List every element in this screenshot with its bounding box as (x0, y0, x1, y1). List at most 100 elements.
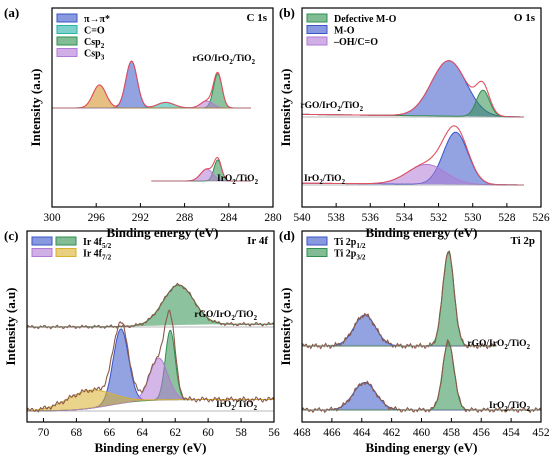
text-part: Ir 4f (83, 249, 103, 260)
legend-swatch (306, 248, 328, 257)
panel-d: 468 466 464 462 460 458 456 454 452 Binding energ… (278, 228, 550, 455)
text-part: IrO (489, 401, 504, 411)
x-tick-label: 56 (268, 427, 280, 439)
text-part: rGO/IrO (467, 339, 504, 349)
subscript: 3/2 (356, 254, 366, 262)
peak-fill (302, 341, 541, 410)
x-tick-label: 462 (383, 427, 401, 439)
peak-fill (52, 73, 251, 108)
subscript: 2 (337, 106, 341, 113)
text-part: /TiO (507, 339, 527, 349)
legend-entry: Ir 4f7/2 (83, 249, 112, 262)
envelope-curve (302, 125, 524, 186)
x-tick-label: 460 (413, 427, 431, 439)
legend-swatch (306, 236, 328, 246)
text-part: /TiO (507, 401, 527, 411)
peak-component (302, 341, 541, 411)
subscript: 2 (101, 42, 105, 50)
element-label: C 1s (247, 12, 268, 24)
sample-label: IrO2/TiO2 (304, 174, 346, 186)
legend-swatch (306, 25, 328, 34)
x-tick-label: 526 (532, 212, 550, 224)
legend-entry: Csp2 (84, 37, 105, 50)
plot-frame (301, 230, 542, 423)
subscript: 2 (504, 406, 508, 413)
element-label: Ir 4f (247, 235, 268, 247)
subscript: 2 (232, 179, 236, 186)
subscript: 5/2 (102, 242, 112, 250)
legend-swatch (31, 236, 53, 246)
x-tick-label: 538 (328, 212, 346, 224)
text-part: IrO (216, 400, 231, 410)
x-axis-label: Binding energy (eV) (366, 225, 478, 240)
subscript: 2 (255, 179, 259, 186)
subscript: 2 (342, 179, 346, 186)
legend-entry: Ir 4f5/2 (83, 237, 112, 250)
x-tick-label: 454 (503, 427, 521, 439)
peak-fill (302, 164, 524, 185)
subscript: 2 (527, 406, 531, 413)
x-axis-label: Binding energy (eV) (107, 225, 219, 240)
legend-swatch (56, 13, 78, 23)
text-part: rGO/IrO (194, 310, 231, 320)
peak-fill (27, 390, 274, 411)
y-axis-label: Intensity (a.u) (278, 68, 293, 146)
peak-fill (52, 101, 251, 108)
x-tick-label: 532 (430, 212, 448, 224)
peak-fill (27, 358, 274, 411)
envelope-curve (52, 60, 251, 109)
text-part: rGO/IrO (192, 54, 229, 64)
subscript: 2 (229, 59, 233, 66)
x-tick-label: 288 (176, 212, 194, 224)
legend-entry: Csp3 (84, 49, 105, 62)
legend-swatch (56, 48, 78, 57)
text-part: Ir 4f (83, 237, 103, 248)
peak-fill (52, 84, 251, 108)
sample-label: IrO2/TiO2 (217, 174, 259, 186)
panel-letter: (c) (4, 228, 18, 243)
text-part: /TiO (232, 54, 252, 64)
peak-fill (302, 315, 497, 346)
legend-entry: –OH/C=O (333, 37, 378, 48)
panel-c: 70 68 66 64 62 60 58 56 Binding energy (eV) Inten… (3, 228, 280, 455)
subscript: 2 (319, 179, 323, 186)
envelope-curve (301, 250, 497, 350)
x-tick-label: 456 (473, 427, 491, 439)
sample-label: rGO/IrO2/TiO2 (300, 101, 363, 113)
subscript: 2 (504, 344, 508, 351)
x-tick-label: 62 (169, 427, 181, 439)
x-tick-label: 58 (235, 427, 247, 439)
x-tick-label: 528 (498, 212, 516, 224)
plot-frame (26, 230, 275, 423)
y-axis-label: Intensity (a.u) (278, 287, 293, 365)
text-part: C=O (84, 26, 105, 37)
subscript: 2 (254, 405, 258, 412)
text-part: IrO (304, 174, 319, 184)
legend-swatch (306, 13, 328, 23)
legend-entry: π→π* (84, 14, 110, 25)
text-part: /TiO (235, 174, 255, 184)
subscript: 2 (252, 59, 256, 66)
text-part: M-O (334, 26, 355, 37)
text-part: /TiO (234, 310, 254, 320)
subscript: 1/2 (356, 242, 366, 250)
peak-fill (302, 382, 541, 410)
subscript: 2 (360, 106, 364, 113)
y-axis-label: Intensity (a.u) (28, 68, 43, 146)
text-part: IrO (217, 174, 232, 184)
x-tick-label: 464 (353, 427, 371, 439)
legend-swatch (55, 248, 77, 257)
legend-swatch (56, 25, 78, 34)
subscript: 2 (231, 405, 235, 412)
x-tick-label: 66 (104, 427, 116, 439)
legend-entry: C=O (84, 26, 105, 37)
text-part: /TiO (322, 174, 342, 184)
subscript: 2 (254, 315, 258, 322)
x-tick-label: 60 (202, 427, 214, 439)
text-part: rGO/IrO (300, 101, 337, 111)
y-axis-label: Intensity (a.u) (3, 287, 18, 365)
sample-label: IrO2/TiO2 (216, 400, 258, 412)
x-tick-label: 68 (71, 427, 83, 439)
legend-entry: Ti 2p1/2 (334, 237, 366, 250)
